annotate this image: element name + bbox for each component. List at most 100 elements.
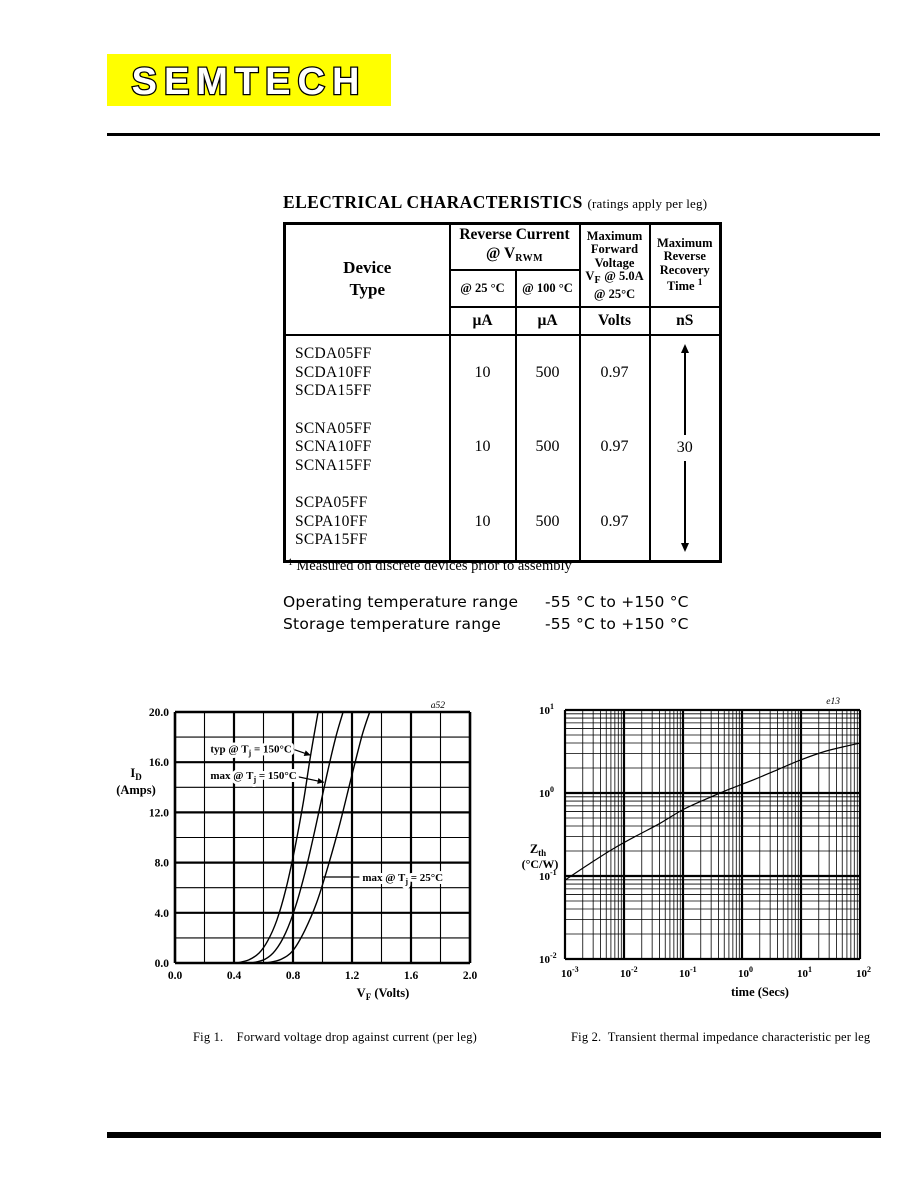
svg-text:102: 102	[856, 965, 871, 980]
forward-voltage-cell: 0.97 0.97 0.97	[578, 333, 651, 562]
semtech-logo: SEMTECH	[107, 54, 391, 106]
value-vf: 0.97	[600, 438, 629, 456]
operating-temp-label: Operating temperature range	[283, 593, 519, 611]
fig2-series-0	[564, 742, 861, 881]
footer-rule	[107, 1132, 881, 1138]
svg-text:12.0: 12.0	[149, 807, 169, 819]
svg-text:10-2: 10-2	[539, 951, 557, 966]
svg-text:a52: a52	[431, 701, 446, 711]
reverse-current-header: Reverse Current @ VRWM	[448, 222, 581, 271]
recovery-time-cell: 30	[648, 333, 722, 562]
storage-temp-label: Storage temperature range	[283, 615, 501, 633]
reverse-current-line1: Reverse Current	[459, 226, 570, 244]
fig1-grid	[173, 710, 472, 965]
value-i25: 10	[474, 363, 491, 381]
section-heading: ELECTRICAL CHARACTERISTICS (ratings appl…	[283, 192, 707, 213]
subheader-25c: @ 25 °C	[448, 268, 517, 308]
device-names-cell: SCDA05FF SCDA10FF SCDA15FF SCNA05FF SCNA…	[283, 333, 451, 562]
fv-line1: Maximum	[586, 228, 643, 243]
value-vf: 0.97	[600, 363, 629, 381]
device-name: SCDA15FF	[295, 382, 372, 400]
device-name: SCDA05FF	[295, 345, 372, 363]
forward-voltage-header: Maximum Forward Voltage VF @ 5.0A @ 25°C	[578, 222, 651, 308]
semtech-logo-svg: SEMTECH	[130, 60, 360, 105]
value-i100: 500	[535, 438, 560, 456]
svg-text:max @ Tj = 150°C: max @ Tj = 150°C	[210, 770, 296, 784]
device-name: SCDA10FF	[295, 363, 372, 381]
device-header-line2: Type	[349, 280, 386, 300]
svg-text:1.6: 1.6	[404, 970, 419, 982]
svg-text:0.0: 0.0	[155, 958, 170, 970]
rr-line3: Recovery	[659, 262, 710, 277]
fv-line5: @ 25°C	[593, 286, 636, 301]
svg-text:(Amps): (Amps)	[116, 783, 156, 797]
fig1-chart: 0.0 0.4 0.8 1.2 1.6 2.0 0.0 4.0 8.0 12.0 16.0 20.0 V…	[110, 698, 490, 1014]
operating-temp-row: Operating temperature range -55 °C to +1…	[283, 591, 689, 613]
svg-text:max @ Tj = 25°C: max @ Tj = 25°C	[362, 872, 443, 886]
fig2-svg: 10-3 10-2 10-1 100 101 102 101 100 10-1 10-2 time …	[522, 697, 871, 999]
svg-text:2.0: 2.0	[463, 970, 478, 982]
svg-text:0.8: 0.8	[286, 970, 301, 982]
device-header-line1: Device	[343, 258, 392, 278]
arrow-stem	[683, 460, 686, 543]
storage-temp-value: -55 °C to +150 °C	[545, 615, 689, 633]
svg-text:8.0: 8.0	[155, 858, 170, 870]
svg-text:e13: e13	[826, 697, 840, 707]
device-name: SCPA10FF	[295, 512, 368, 530]
storage-temp-row: Storage temperature range -55 °C to +150…	[283, 613, 689, 635]
vrwm-subscript: RWM	[515, 253, 544, 265]
svg-text:10-2: 10-2	[620, 965, 638, 980]
svg-text:101: 101	[797, 965, 812, 980]
vf-suffix: @ 5.0A	[601, 269, 644, 283]
reverse-current-line2: @ VRWM	[451, 244, 579, 268]
svg-text:time (Secs): time (Secs)	[731, 985, 789, 999]
svg-text:VF (Volts): VF (Volts)	[357, 986, 410, 1002]
section-note-text: (ratings apply per leg)	[587, 196, 708, 211]
device-group-scna: SCNA05FF SCNA10FF SCNA15FF	[286, 416, 449, 478]
value-i100: 500	[535, 513, 560, 531]
section-note: (ratings apply per leg)	[588, 196, 708, 211]
svg-text:0.0: 0.0	[168, 970, 183, 982]
unit-ua-100: µA	[514, 305, 581, 336]
device-name: SCNA05FF	[295, 419, 372, 437]
rr-footnote-ref: 1	[697, 278, 703, 289]
device-name: SCNA15FF	[295, 456, 372, 474]
device-name: SCNA10FF	[295, 438, 372, 456]
svg-text:16.0: 16.0	[149, 757, 169, 769]
footnote-ref: 1	[288, 558, 293, 568]
vrwm-prefix: @ V	[485, 245, 516, 263]
operating-temp-value: -55 °C to +150 °C	[545, 593, 689, 611]
device-group-scda: SCDA05FF SCDA10FF SCDA15FF	[286, 342, 449, 404]
rr-line1: Maximum	[656, 235, 713, 250]
svg-text:101: 101	[539, 702, 554, 717]
svg-text:Zth: Zth	[530, 842, 546, 858]
recovery-value: 30	[676, 438, 693, 456]
value-i25: 10	[474, 438, 491, 456]
current-100c-cell: 500 500 500	[514, 333, 581, 562]
svg-text:4.0: 4.0	[155, 908, 170, 920]
unit-ns: nS	[648, 305, 722, 336]
svg-text:100: 100	[738, 965, 753, 980]
fig2-chart: 10-3 10-2 10-1 100 101 102 101 100 10-1 10-2 time …	[518, 695, 910, 1015]
arrow-stem	[683, 352, 686, 435]
current-25c-cell: 10 10 10	[448, 333, 517, 562]
subheader-100c: @ 100 °C	[514, 268, 581, 308]
arrow-down-icon	[680, 542, 689, 552]
svg-text:20.0: 20.0	[149, 707, 169, 719]
device-name: SCPA05FF	[295, 494, 368, 512]
vf-subscript: F	[594, 275, 602, 286]
temperature-ranges: Operating temperature range -55 °C to +1…	[283, 591, 689, 635]
rr-line4: Time 1	[651, 277, 720, 294]
svg-text:(°C/W): (°C/W)	[522, 857, 559, 871]
fig1-svg: 0.0 0.4 0.8 1.2 1.6 2.0 0.0 4.0 8.0 12.0 16.0 20.0 V…	[116, 701, 478, 1002]
fig1-caption: Fig 1. Forward voltage drop against curr…	[193, 1030, 478, 1044]
value-i25: 10	[474, 513, 491, 531]
svg-text:1.2: 1.2	[345, 970, 360, 982]
value-i100: 500	[535, 363, 560, 381]
svg-text:10-1: 10-1	[679, 965, 697, 980]
svg-text:10-1: 10-1	[539, 868, 557, 883]
fv-line2: Forward	[590, 242, 639, 256]
rr-time-text: Time	[667, 279, 695, 294]
fig2-grid	[563, 708, 862, 961]
table-footnote: 1 Measured on discrete devices prior to …	[288, 558, 572, 575]
